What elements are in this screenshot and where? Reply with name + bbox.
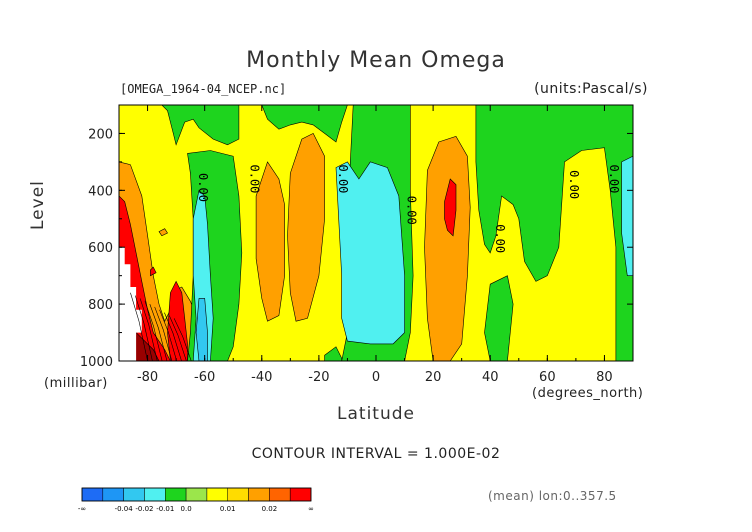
x-axis-label: Latitude: [337, 404, 415, 424]
colorbar-swatch: [206, 487, 228, 502]
mean-info: (mean) lon:0..357.5: [488, 489, 617, 503]
y-axis-unit: (millibar): [44, 376, 108, 391]
contour-label: 0.00: [567, 170, 581, 199]
x-tick-label: -60: [194, 370, 215, 385]
colorbar-swatch: [289, 487, 312, 502]
units-label: (units:Pascal/s): [534, 81, 648, 97]
colorbar-label: 0.02: [262, 505, 278, 513]
contour-line: [154, 306, 173, 361]
x-tick-label: -80: [137, 370, 158, 385]
y-tick-label: 200: [88, 127, 113, 142]
contour-line: [139, 298, 158, 361]
colorbar-label: -∞: [78, 505, 86, 513]
contour-line: [159, 309, 177, 361]
y-tick-label: 600: [88, 241, 113, 256]
colorbar-swatch: [144, 487, 166, 502]
x-tick-label: 80: [596, 370, 613, 385]
x-tick-label: -40: [251, 370, 272, 385]
contour-line: [173, 318, 192, 361]
x-axis-unit: (degrees_north): [532, 386, 644, 401]
contour-line: [149, 304, 168, 361]
colorbar-swatch: [81, 487, 104, 502]
colorbar-label: ∞: [308, 505, 314, 513]
contour-line: [168, 315, 187, 361]
contour-region: [161, 105, 240, 146]
contour-label: 0.00: [404, 196, 418, 225]
contour-region: [475, 105, 633, 361]
chart-title: Monthly Mean Omega: [246, 48, 506, 73]
x-tick-label: 40: [482, 370, 499, 385]
file-info: [OMEGA_1964-04_NCEP.nc]: [120, 82, 287, 96]
contour-line: [134, 295, 153, 361]
x-tick-label: -20: [308, 370, 329, 385]
y-tick-label: 1000: [80, 355, 113, 370]
contour-region: [621, 155, 633, 277]
contour-region: [444, 178, 457, 237]
colorbar-swatch: [185, 487, 208, 502]
contour-line: [130, 292, 148, 361]
colorbar-label: -0.01: [156, 505, 174, 513]
contour-region: [255, 161, 285, 322]
contour-region: [195, 298, 208, 361]
colorbar-swatch: [123, 487, 145, 502]
contour-region: [167, 280, 188, 361]
x-tick-label: 60: [539, 370, 556, 385]
contour-region: [150, 266, 157, 277]
colorbar-label: 0.01: [220, 505, 236, 513]
colorbar-swatch: [269, 487, 291, 502]
contour-interval: CONTOUR INTERVAL = 1.000E-02: [251, 446, 501, 462]
contour-region: [261, 105, 348, 143]
contour-region: [335, 161, 405, 345]
y-tick-label: 800: [88, 298, 113, 313]
colorbar-swatch: [227, 487, 249, 502]
colorbar-label: -0.04: [115, 505, 134, 513]
contour-label: 0.00: [196, 173, 210, 202]
contour-line: [144, 301, 163, 361]
colorbar-label: 0.0: [181, 505, 192, 513]
colorbar-frame: [81, 487, 312, 502]
contour-region: [158, 228, 168, 237]
contour-label: 0.00: [493, 224, 507, 253]
contour-label: 0.00: [607, 165, 621, 194]
contour-region: [119, 247, 142, 361]
contour-line: [164, 312, 182, 361]
x-tick-label: 0: [372, 370, 380, 385]
contour-region: [424, 135, 471, 361]
contour-region: [287, 132, 325, 322]
x-tick-label: 20: [425, 370, 442, 385]
colorbar-swatch: [248, 487, 270, 502]
colorbar-swatch: [165, 487, 187, 502]
contour-fill-group: [119, 105, 633, 361]
y-tick-label: 400: [88, 184, 113, 199]
contour-region: [484, 275, 514, 361]
colorbar-swatch: [102, 487, 124, 502]
contour-label: 0.00: [336, 165, 350, 194]
colorbar-label: -0.02: [135, 505, 153, 513]
contour-label: 0.00: [247, 165, 261, 194]
